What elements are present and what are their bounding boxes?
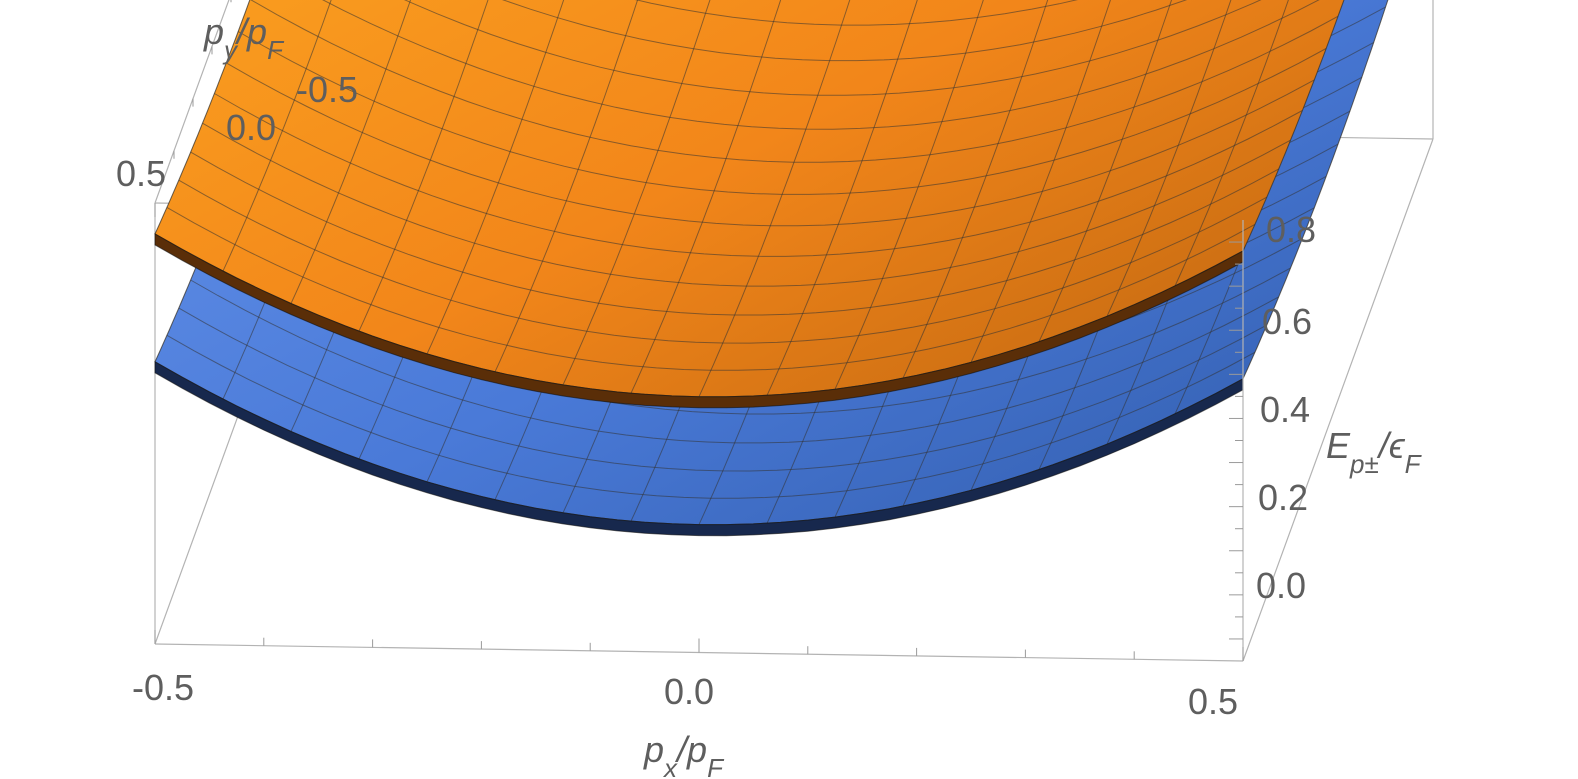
- mesh-line: [202, 122, 1291, 287]
- mesh-line: [1038, 0, 1173, 342]
- z-tick-label: 0.2: [1258, 477, 1308, 518]
- mesh-line: [834, 0, 984, 390]
- upper-surface: [154, 0, 1345, 409]
- mesh-line: [1174, 0, 1289, 287]
- z-tick-label: 0.8: [1266, 209, 1316, 250]
- mesh-line: [902, 0, 1049, 379]
- z-tick-label: 0.4: [1260, 389, 1310, 430]
- mesh-line: [214, 93, 1303, 257]
- mesh-line: [226, 62, 1315, 227]
- mesh-line: [178, 307, 1268, 472]
- y-tick-label: 0.5: [116, 153, 166, 194]
- z-tick-label: 0.0: [1256, 565, 1306, 606]
- mesh-line: [190, 279, 1279, 444]
- x-tick-label: 0.5: [1188, 681, 1238, 722]
- mesh-line: [154, 0, 251, 235]
- mesh-line: [166, 206, 1256, 371]
- box-edge: [154, 0, 230, 204]
- y-tick-label: 0.0: [226, 107, 276, 148]
- y-tick-label: -0.5: [296, 69, 358, 110]
- x-axis-label: px/pF: [643, 729, 725, 779]
- mesh-line: [178, 179, 1268, 344]
- axis-ticks: [154, 0, 1244, 661]
- x-tick-label: 0.0: [664, 671, 714, 712]
- z-tick-label: 0.6: [1262, 301, 1312, 342]
- svg-text:Ep±/ϵF: Ep±/ϵF: [1326, 425, 1423, 479]
- mesh-line: [766, 0, 918, 396]
- mesh-line: [970, 0, 1111, 363]
- x-tick-label: -0.5: [132, 667, 194, 708]
- mesh-line: [1242, 0, 1345, 252]
- box-edge: [1242, 138, 1434, 662]
- mesh-line: [190, 151, 1279, 316]
- mesh-line: [1106, 0, 1232, 317]
- mesh-line: [1242, 0, 1389, 380]
- mesh-line: [166, 334, 1256, 499]
- mesh-line: [250, 0, 1339, 163]
- svg-text:px/pF: px/pF: [643, 729, 725, 779]
- z-axis-label: Ep±/ϵF: [1326, 425, 1423, 479]
- mesh-line: [237, 31, 1327, 195]
